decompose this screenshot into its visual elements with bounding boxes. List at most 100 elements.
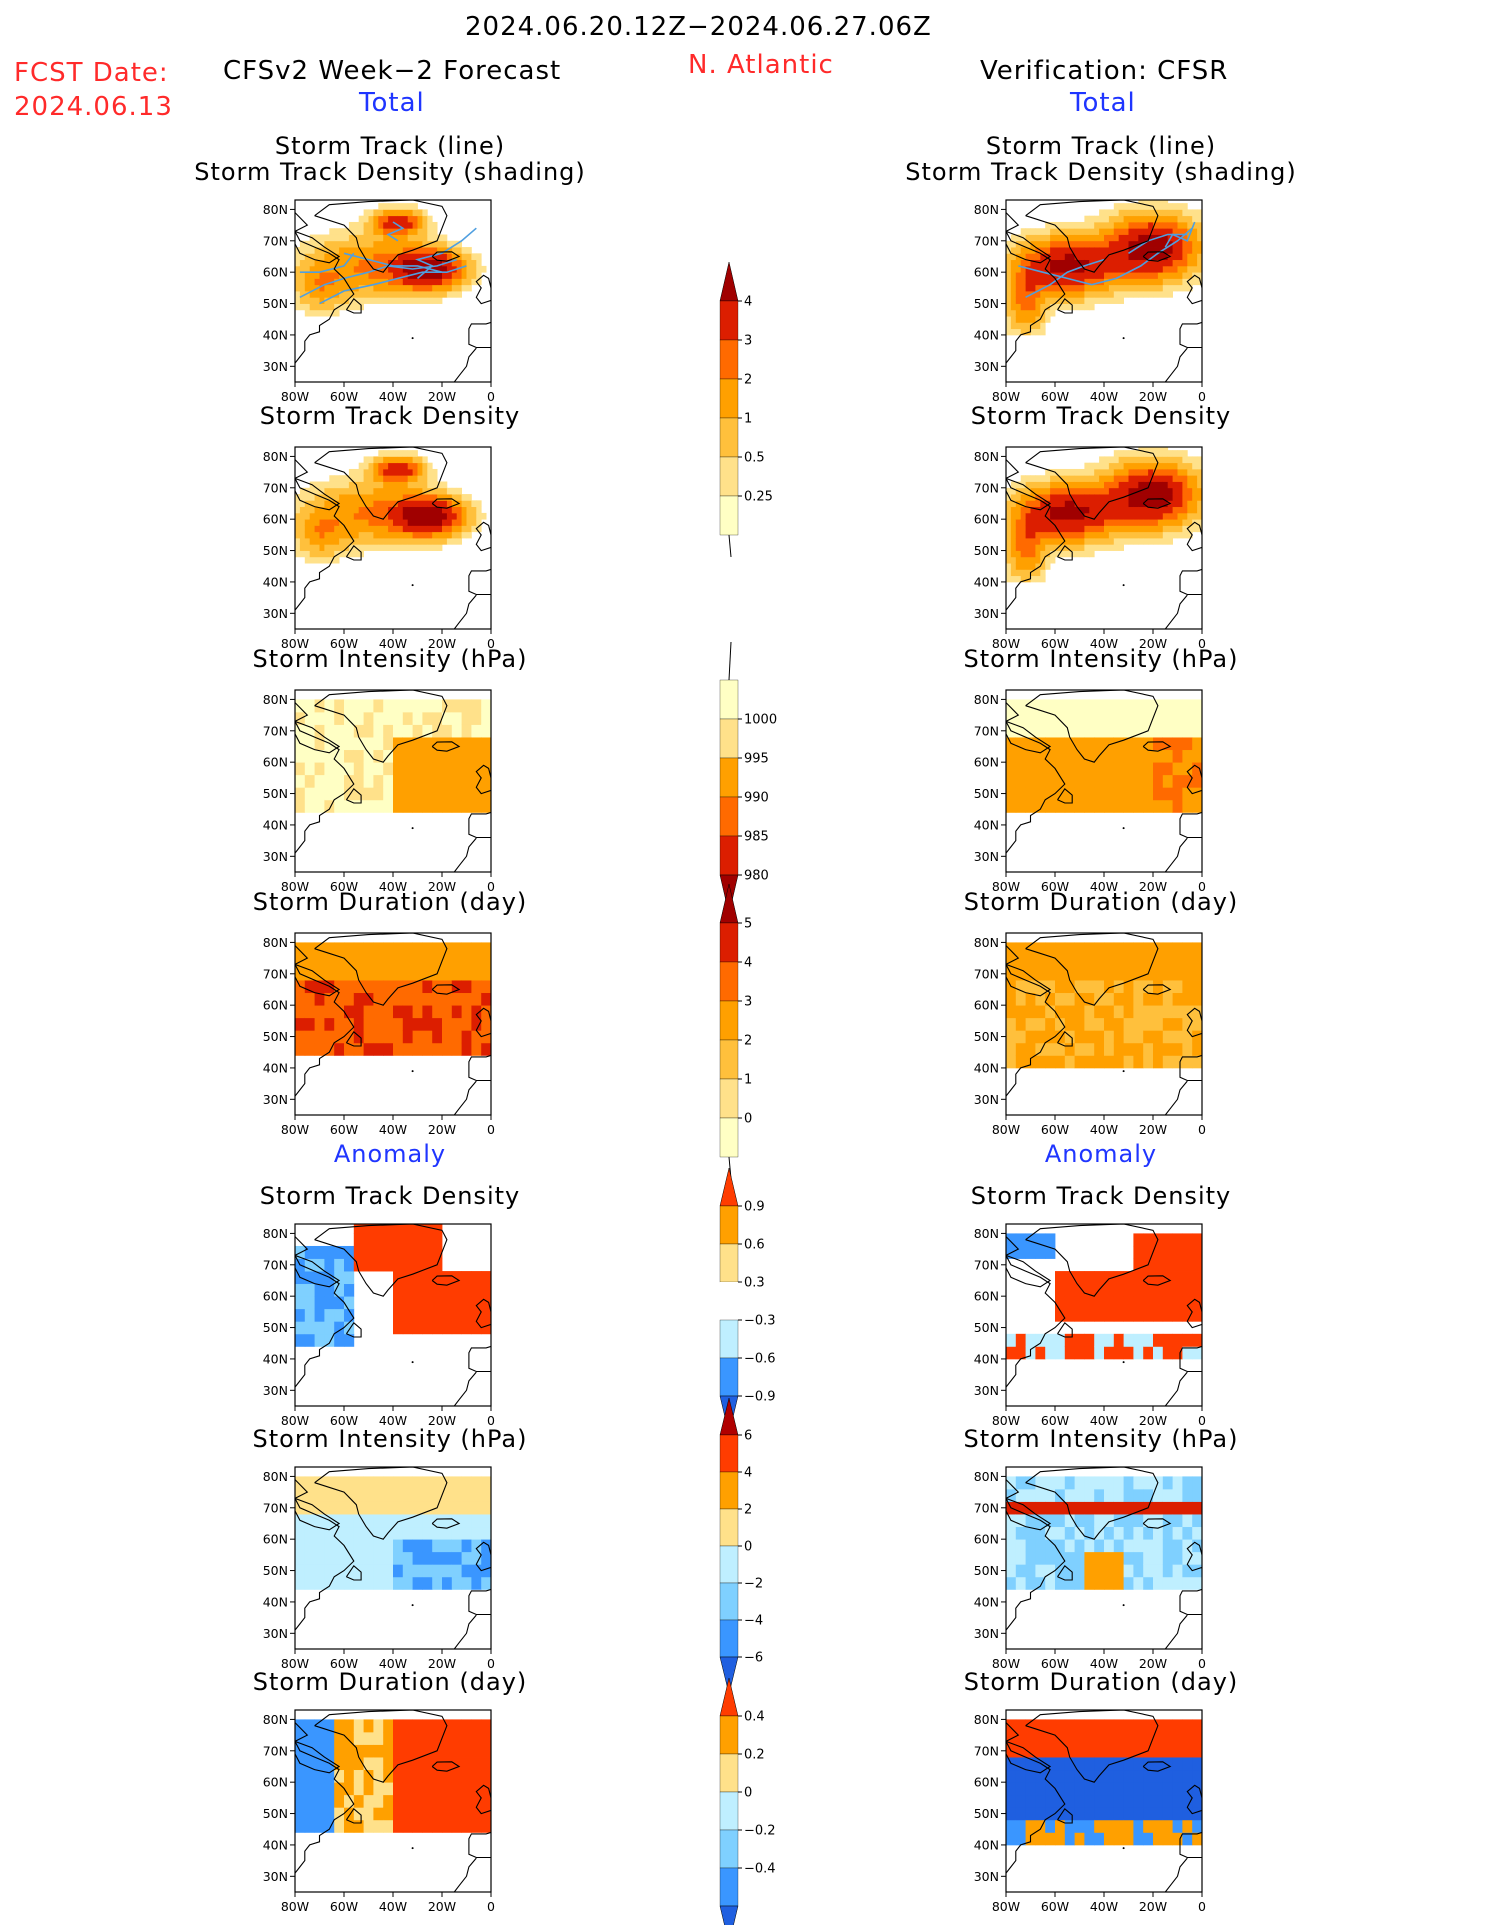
shade-cell [1157, 475, 1164, 482]
shade-cell [1153, 525, 1159, 533]
shade-cell [471, 1794, 482, 1808]
shade-cell [466, 512, 472, 520]
shade-cell [1153, 538, 1159, 545]
shade-cell [1182, 462, 1188, 470]
shade-cell [344, 1794, 355, 1808]
shade-cell [388, 538, 394, 545]
shade-cell [324, 550, 330, 558]
shade-cell [1015, 525, 1022, 533]
shade-cell [373, 494, 379, 501]
shade-cell [329, 228, 335, 235]
shade-cell [393, 774, 404, 788]
shade-cell [456, 265, 462, 273]
shade-cell [1108, 525, 1115, 533]
shade-cell [353, 774, 364, 788]
shade-cell [1035, 1539, 1046, 1553]
shade-cell [1104, 538, 1110, 545]
shade-cell [1128, 234, 1134, 242]
x-tick-label: 60W [1041, 1656, 1069, 1671]
shade-cell [1025, 475, 1031, 482]
shade-cell [1074, 737, 1085, 751]
shade-cell [1104, 1769, 1115, 1783]
shade-cell [1187, 462, 1193, 470]
shade-cell [1084, 291, 1090, 298]
shade-cell [442, 1526, 453, 1540]
shade-cell [1050, 487, 1056, 495]
shade-cell [1035, 1526, 1046, 1540]
shade-cell [368, 291, 374, 298]
shade-cell [1104, 980, 1115, 994]
shade-cell [334, 1476, 345, 1490]
shade-cell [378, 284, 384, 292]
shade-cell [1167, 506, 1173, 514]
shade-cell [461, 500, 467, 508]
shade-cell [383, 1488, 394, 1502]
shade-cell [456, 259, 462, 267]
shade-cell [1187, 209, 1193, 217]
shade-cell [1050, 265, 1056, 273]
shade-cell [1099, 462, 1105, 470]
shade-cell [1123, 1333, 1134, 1347]
shade-cell [373, 737, 384, 751]
shade-cell [344, 1551, 355, 1565]
shade-cell [314, 1333, 325, 1347]
shade-cell [314, 711, 325, 725]
shade-cell [1094, 468, 1100, 476]
shade-cell [1157, 500, 1164, 508]
shade-cell [1069, 259, 1075, 267]
shade-cell [1040, 531, 1046, 539]
shade-cell [1094, 1042, 1105, 1056]
shade-cell [353, 475, 360, 482]
shade-cell [1177, 500, 1183, 508]
y-tick-label: 80N [974, 202, 999, 217]
shade-cell [363, 475, 369, 482]
shade-cell [304, 1271, 315, 1285]
shade-cell [1104, 1283, 1115, 1297]
shade-cell [1006, 1719, 1017, 1733]
island-dot [411, 1070, 414, 1073]
shade-cell [466, 253, 472, 261]
shade-cell [363, 284, 369, 292]
shade-cell [1064, 1539, 1075, 1553]
shade-cell [1079, 475, 1085, 482]
shade-cell [1138, 538, 1144, 545]
shade-cell [407, 259, 413, 267]
shade-cell [1084, 1539, 1095, 1553]
shade-cell [309, 525, 315, 533]
shade-cell [344, 234, 350, 242]
shade-cell [442, 284, 448, 292]
shade-cell [461, 1807, 472, 1821]
shade-cell [1172, 1283, 1183, 1297]
y-tick-label: 40N [263, 1060, 288, 1075]
shade-cell [1143, 762, 1154, 776]
shade-cell [451, 253, 458, 261]
shade-cell [451, 774, 462, 788]
shade-cell [461, 1769, 472, 1783]
shade-cell [363, 525, 369, 533]
shade-cell [1050, 247, 1056, 254]
shade-cell [1172, 475, 1178, 482]
shade-cell [368, 228, 374, 235]
shade-cell [373, 531, 379, 539]
shade-cell [1040, 322, 1046, 330]
colorbar-swatch [719, 300, 739, 341]
shade-cell [334, 550, 340, 558]
colorbar-label: −0.3 [744, 1314, 776, 1329]
shade-cell [1182, 1042, 1193, 1056]
shade-cell [309, 544, 315, 551]
shade-cell [1045, 1333, 1056, 1347]
shade-cell [1187, 215, 1193, 223]
shade-cell [432, 475, 438, 482]
shade-cell [471, 699, 482, 713]
shade-cell [1055, 538, 1061, 545]
shade-cell [378, 297, 384, 304]
shade-cell [437, 531, 443, 539]
shade-cell [481, 942, 491, 956]
shade-cell [353, 291, 360, 298]
shade-cell [314, 1539, 325, 1553]
x-tick-label: 40W [379, 1656, 407, 1671]
shade-cell [471, 272, 477, 279]
shade-cell [383, 1042, 394, 1056]
shade-cell [432, 1719, 443, 1733]
shade-cell [1143, 278, 1149, 286]
